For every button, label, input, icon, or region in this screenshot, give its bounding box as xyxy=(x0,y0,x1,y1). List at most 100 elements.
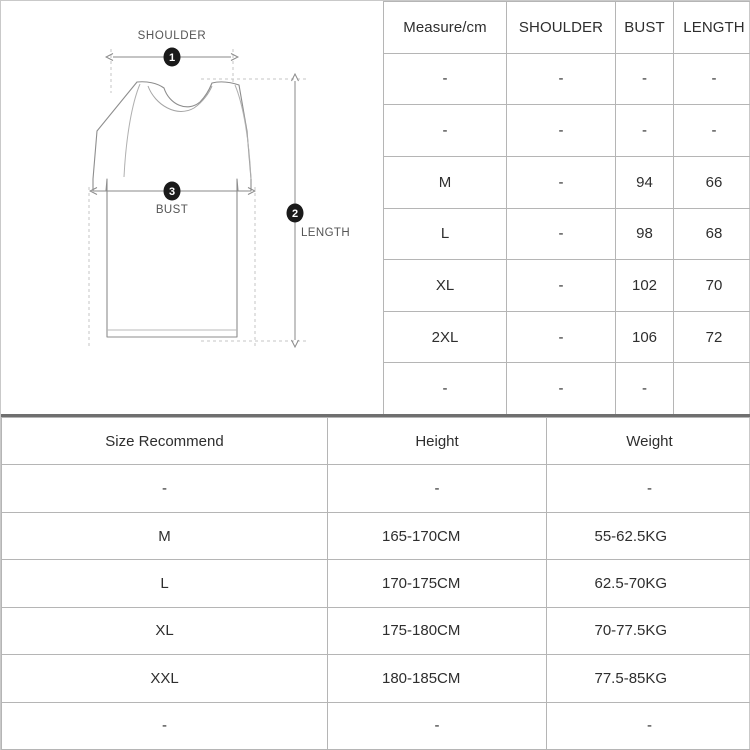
bust-label: BUST xyxy=(156,204,188,216)
recommend-height-value: 175-180CM xyxy=(382,622,461,640)
table-row: L - 98 68 xyxy=(383,207,750,261)
measure-cell-bust: 102 xyxy=(615,259,674,312)
recommend-cell-height: - xyxy=(327,701,547,750)
measure-cell-size: L xyxy=(383,207,507,261)
shoulder-label: SHOULDER xyxy=(138,30,207,42)
measure-cell-size: - xyxy=(383,104,507,157)
size-recommend-table: Size Recommend Height Weight - - - M 165… xyxy=(1,416,750,750)
armhole-trim-left xyxy=(123,83,141,178)
table-row: - - - xyxy=(1,464,750,513)
recommend-cell-weight: - xyxy=(546,701,750,750)
marker-2-badge xyxy=(286,203,304,223)
recommend-weight-value: - xyxy=(647,480,652,498)
measure-header-length: LENGTH xyxy=(673,1,750,54)
table-row: L 170-175CM 62.5-70KG xyxy=(1,559,750,608)
recommend-weight-value: 77.5-85KG xyxy=(594,669,668,687)
recommend-cell-size: - xyxy=(1,701,328,750)
recommend-cell-weight: 77.5-85KG xyxy=(546,654,750,703)
measure-header-size: Measure/cm xyxy=(383,1,507,54)
recommend-cell-height: 180-185CM xyxy=(327,654,547,703)
table-row: M - 94 66 xyxy=(383,155,750,209)
table-header-row: Measure/cm SHOULDER BUST LENGTH xyxy=(383,1,750,54)
measure-header-shoulder: SHOULDER xyxy=(506,1,616,54)
shoulder-dimension: 1 SHOULDER xyxy=(113,30,231,67)
measure-cell-shoulder: - xyxy=(506,104,616,157)
measure-cell-size: 2XL xyxy=(383,310,507,364)
table-row: - - - - xyxy=(383,104,750,157)
marker-3-number: 3 xyxy=(169,186,175,198)
table-row: XXL 180-185CM 77.5-85KG xyxy=(1,654,750,703)
recommend-cell-weight: 70-77.5KG xyxy=(546,606,750,656)
measure-cell-length: 66 xyxy=(673,155,750,209)
measure-cell-shoulder: - xyxy=(506,362,616,415)
recommend-height-value: 170-175CM xyxy=(382,574,461,592)
table-header-row: Size Recommend Height Weight xyxy=(1,416,750,466)
recommend-header-height: Height xyxy=(327,416,547,466)
measure-cell-shoulder: - xyxy=(506,52,616,106)
table-row: M 165-170CM 55-62.5KG xyxy=(1,511,750,561)
table-row: XL - 102 70 xyxy=(383,259,750,312)
recommend-cell-size: L xyxy=(1,559,328,608)
measure-cell-length: 70 xyxy=(673,259,750,312)
recommend-cell-weight: 62.5-70KG xyxy=(546,559,750,608)
garment-diagram: 1 SHOULDER 3 BUST xyxy=(1,1,383,415)
table-row: - - - - xyxy=(383,52,750,106)
measure-cell-bust: - xyxy=(615,362,674,415)
measure-cell-shoulder: - xyxy=(506,155,616,209)
marker-2-number: 2 xyxy=(292,208,298,220)
recommend-cell-height: - xyxy=(327,464,547,513)
marker-1-number: 1 xyxy=(169,52,175,64)
table-row: 2XL - 106 72 xyxy=(383,310,750,364)
table-row: - - - xyxy=(383,362,750,415)
recommend-cell-weight: 55-62.5KG xyxy=(546,511,750,561)
measure-cell-bust: 106 xyxy=(615,310,674,364)
measure-cell-shoulder: - xyxy=(506,207,616,261)
recommend-height-value: 180-185CM xyxy=(382,669,461,687)
measure-header-bust: BUST xyxy=(615,1,674,54)
measure-cell-length: 72 xyxy=(673,310,750,364)
recommend-cell-size: XXL xyxy=(1,654,328,703)
recommend-header-weight: Weight xyxy=(546,416,750,466)
recommend-height-value: - xyxy=(434,480,440,498)
measure-cell-bust: 94 xyxy=(615,155,674,209)
neckline-trim xyxy=(147,85,213,112)
measure-cell-shoulder: - xyxy=(506,310,616,364)
recommend-height-value: 165-170CM xyxy=(382,527,461,545)
recommend-weight-value: 70-77.5KG xyxy=(594,622,668,640)
measure-cell-size: XL xyxy=(383,259,507,312)
recommend-header-size: Size Recommend xyxy=(1,416,328,466)
measure-cell-size: M xyxy=(383,155,507,209)
recommend-weight-value: 62.5-70KG xyxy=(594,574,668,592)
length-label: LENGTH xyxy=(301,227,350,239)
recommend-weight-value: 55-62.5KG xyxy=(594,527,668,545)
measure-cell-size: - xyxy=(383,362,507,415)
measure-cell-shoulder: - xyxy=(506,259,616,312)
recommend-cell-size: - xyxy=(1,464,328,513)
measure-cell-bust: - xyxy=(615,52,674,106)
length-dimension: 2 LENGTH xyxy=(286,81,350,340)
measure-cell-size: - xyxy=(383,52,507,106)
measure-cell-length: - xyxy=(673,52,750,106)
recommend-cell-weight: - xyxy=(546,464,750,513)
measure-cell-length: 68 xyxy=(673,207,750,261)
marker-1-badge xyxy=(163,47,181,67)
recommend-cell-size: XL xyxy=(1,606,328,656)
measure-cell-bust: - xyxy=(615,104,674,157)
recommend-cell-height: 175-180CM xyxy=(327,606,547,656)
table-row: XL 175-180CM 70-77.5KG xyxy=(1,606,750,656)
measure-cell-length: - xyxy=(673,104,750,157)
measure-cell-length xyxy=(673,362,750,415)
measure-cell-bust: 98 xyxy=(615,207,674,261)
recommend-weight-value: - xyxy=(647,717,652,735)
recommend-cell-size: M xyxy=(1,511,328,561)
marker-3-badge xyxy=(163,181,181,201)
table-divider xyxy=(1,414,750,417)
recommend-cell-height: 170-175CM xyxy=(327,559,547,608)
bust-dimension: 3 BUST xyxy=(97,181,248,216)
table-row: - - - xyxy=(1,701,750,750)
measurement-table: Measure/cm SHOULDER BUST LENGTH - - - - … xyxy=(383,1,750,415)
recommend-cell-height: 165-170CM xyxy=(327,511,547,561)
armhole-trim-right xyxy=(234,84,252,180)
recommend-height-value: - xyxy=(434,717,440,735)
